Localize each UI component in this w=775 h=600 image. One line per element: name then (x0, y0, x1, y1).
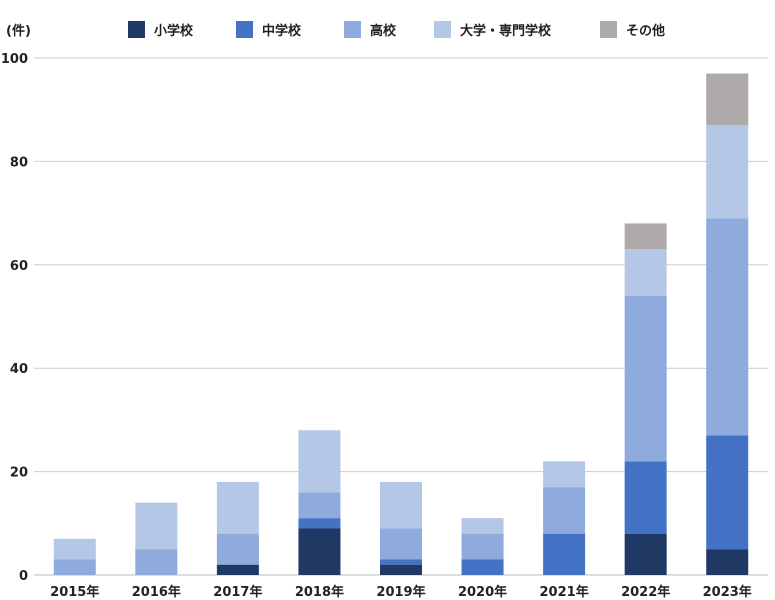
bar-segment (624, 533, 667, 575)
bar-segment (53, 559, 96, 575)
x-tick-label: 2019年 (376, 584, 425, 600)
y-tick-label: 0 (19, 569, 28, 584)
legend-label: 中学校 (262, 23, 302, 39)
bar-segment (706, 218, 749, 436)
bar-segment (543, 533, 586, 575)
y-tick-label: 80 (10, 155, 28, 170)
legend-label: 小学校 (154, 23, 194, 39)
bars (53, 73, 749, 575)
bar-segment (135, 549, 178, 575)
x-tick-label: 2023年 (703, 584, 752, 600)
bar-segment (706, 435, 749, 550)
bar-segment (380, 528, 422, 560)
bar-segment (298, 430, 341, 493)
bar-segment (380, 564, 422, 575)
bar-segment (298, 492, 341, 519)
bar-segment (461, 518, 504, 534)
x-axis-ticks: 2015年 2016年 2017年 2018年 2019年 2020年 2021年 2022年… (50, 584, 752, 600)
bar-segment (380, 559, 422, 565)
y-tick-label: 20 (10, 466, 28, 481)
y-tick-label: 60 (10, 259, 28, 274)
y-axis-unit-label: (件) (6, 23, 31, 39)
legend-swatch (434, 21, 451, 38)
bar-segment (461, 533, 504, 560)
y-tick-label: 100 (1, 52, 28, 67)
legend-swatch (128, 21, 145, 38)
legend: 小学校 中学校 高校 大学・専門学校 その他 (128, 21, 665, 39)
legend-swatch (344, 21, 361, 38)
y-axis-ticks: 0 20 40 60 80 100 (1, 52, 28, 584)
legend-swatch (236, 21, 253, 38)
x-tick-label: 2018年 (295, 584, 344, 600)
x-tick-label: 2020年 (458, 584, 507, 600)
bar-segment (624, 223, 667, 250)
x-tick-label: 2016年 (132, 584, 181, 600)
bar-segment (53, 538, 96, 560)
bar-segment (135, 502, 178, 550)
bar-segment (624, 249, 667, 296)
bar-segment (216, 533, 259, 565)
bar-segment (624, 461, 667, 534)
legend-label: その他 (626, 23, 665, 39)
legend-label: 大学・専門学校 (460, 23, 552, 39)
legend-label: 高校 (370, 23, 397, 39)
x-tick-label: 2022年 (621, 584, 670, 600)
bar-segment (380, 481, 422, 529)
bar-segment (706, 73, 749, 126)
bar-segment (706, 125, 749, 219)
bar-segment (543, 487, 586, 534)
bar-segment (298, 528, 341, 575)
x-tick-label: 2017年 (213, 584, 262, 600)
bar-segment (216, 481, 259, 534)
bar-segment (543, 461, 586, 488)
bar-segment (461, 559, 504, 575)
bar-segment (706, 549, 749, 575)
legend-swatch (600, 21, 617, 38)
x-tick-label: 2015年 (50, 584, 99, 600)
y-tick-label: 40 (10, 362, 28, 377)
bar-segment (298, 518, 341, 529)
bar-segment (624, 295, 667, 462)
x-tick-label: 2021年 (540, 584, 589, 600)
bar-segment (216, 564, 259, 575)
